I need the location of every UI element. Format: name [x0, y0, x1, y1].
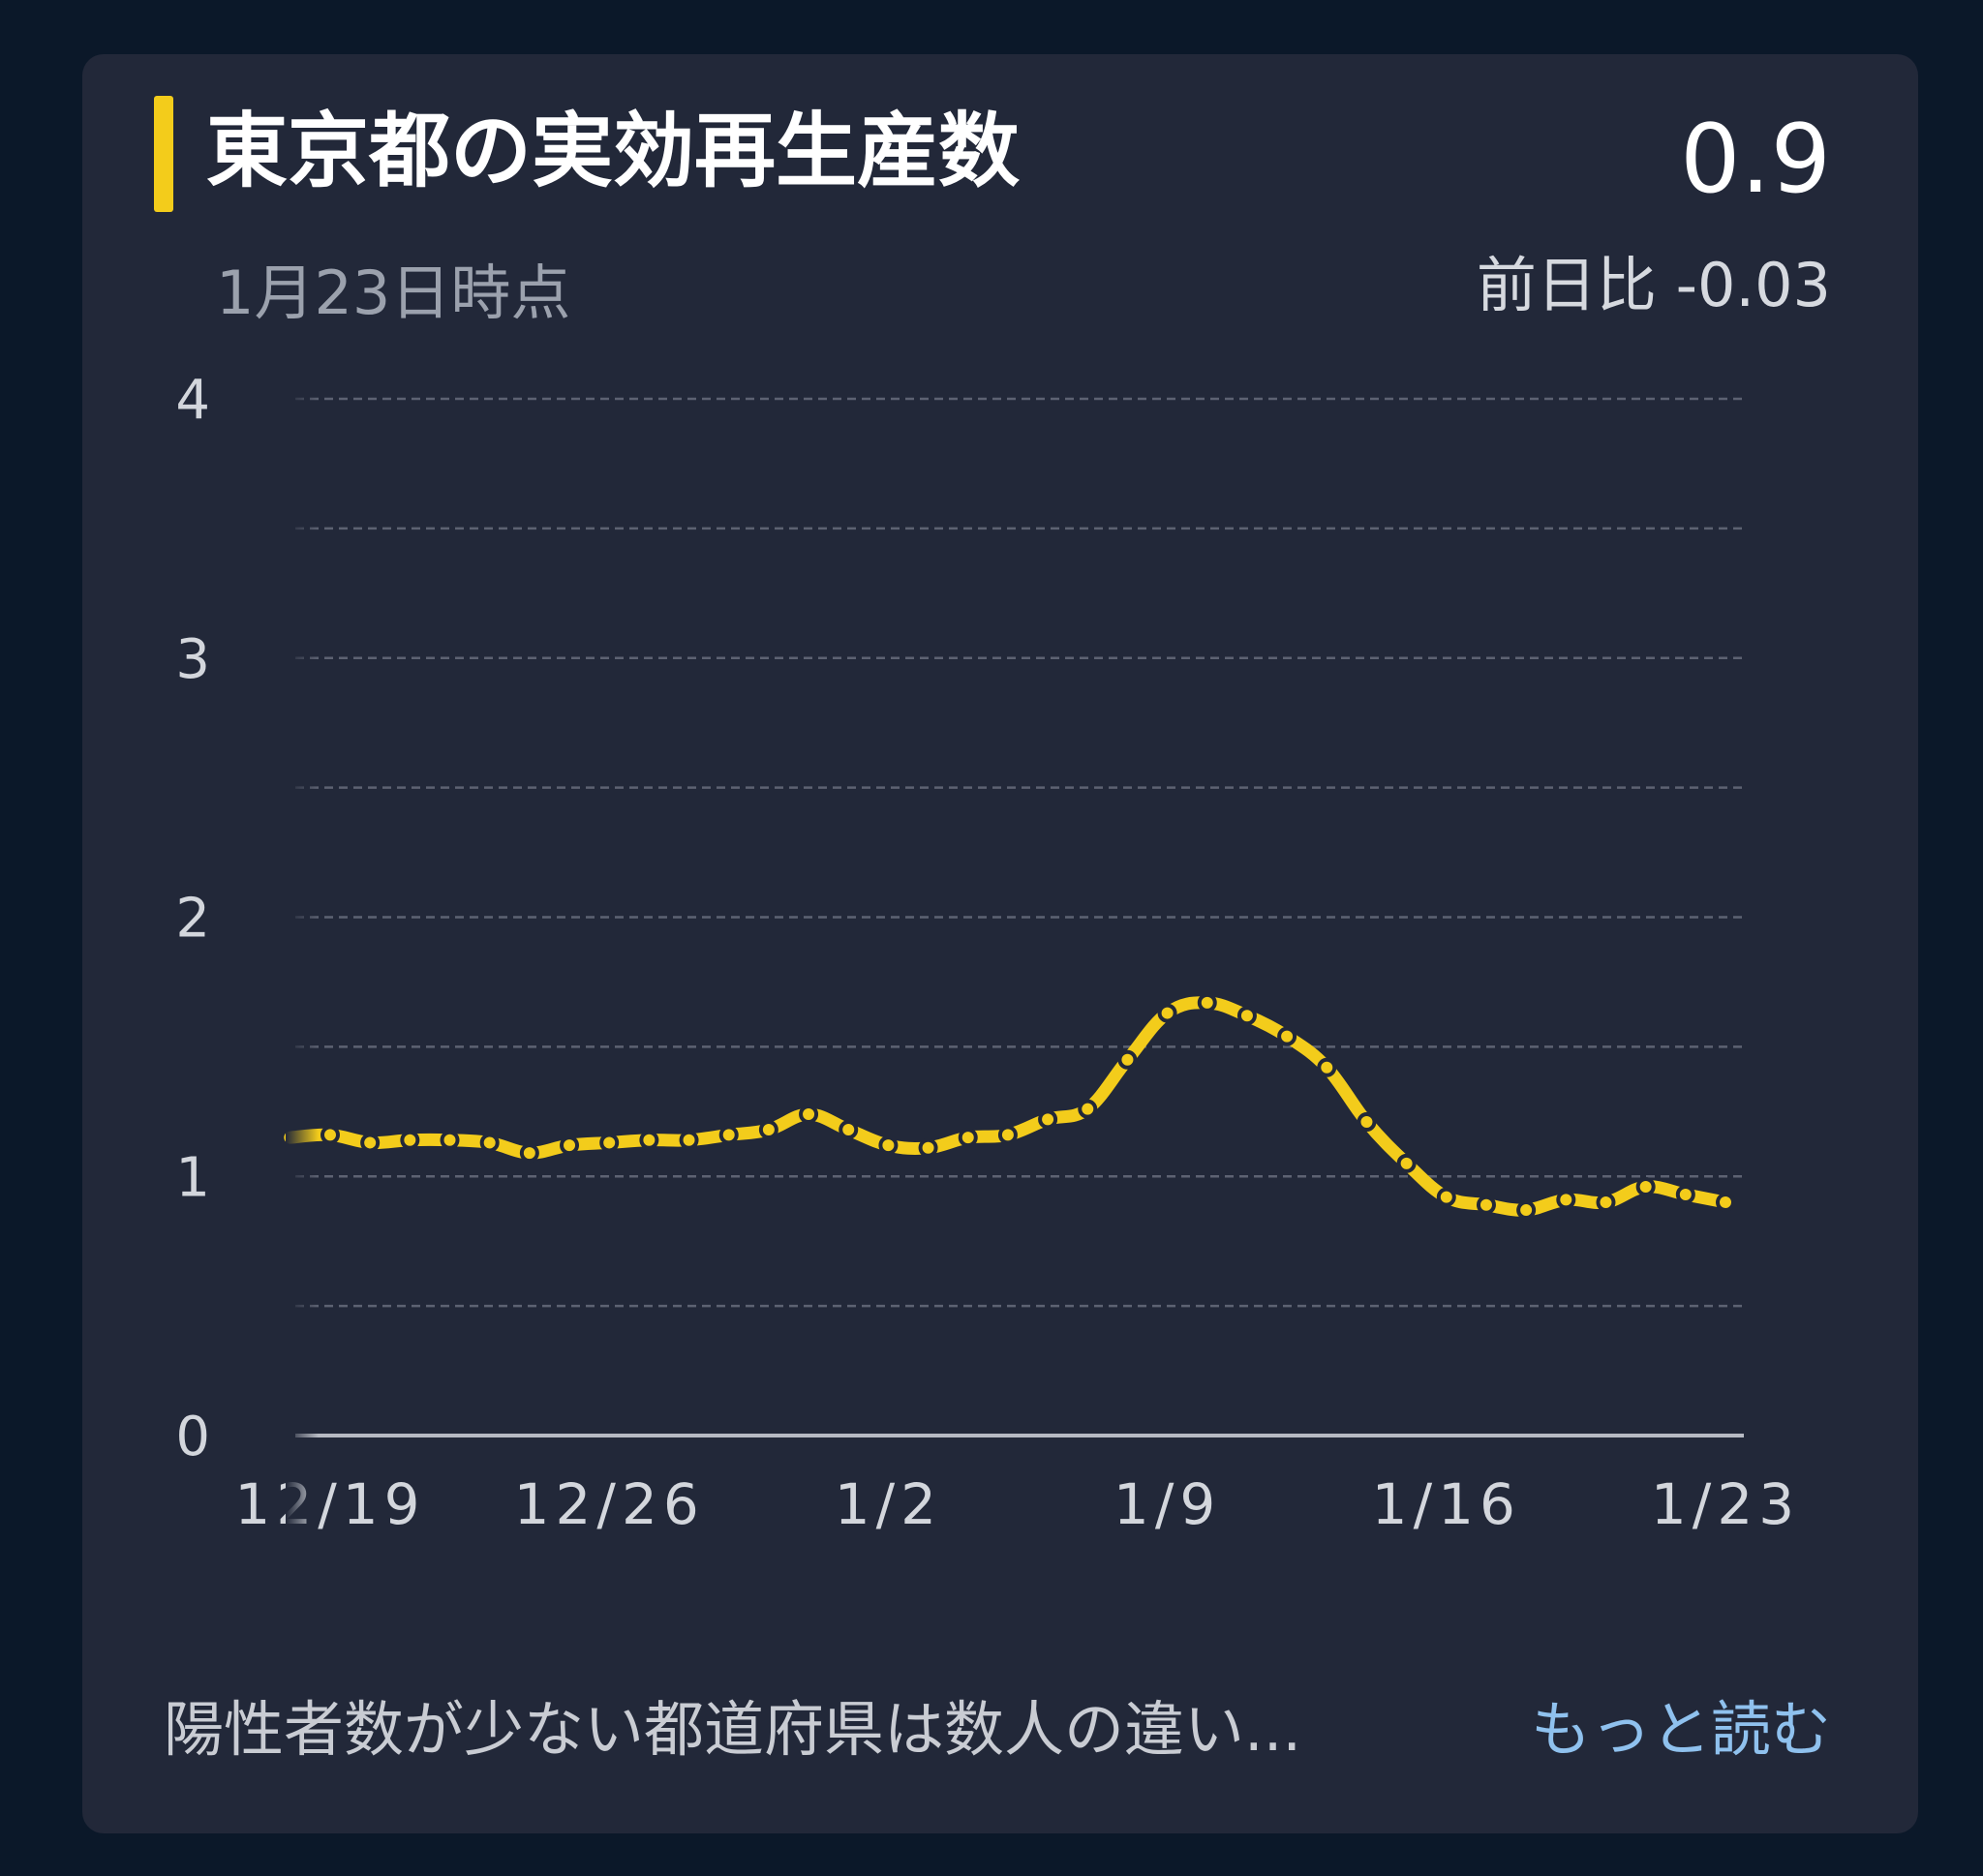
data-point [1197, 992, 1217, 1013]
data-point [1277, 1026, 1297, 1046]
as-of-date: 1月23日時点 [216, 257, 571, 328]
current-value: 0.9 [1680, 105, 1831, 215]
y-tick-label: 1 [175, 1146, 210, 1209]
y-tick-label: 3 [175, 628, 210, 691]
data-point [1436, 1187, 1456, 1207]
data-point [958, 1128, 978, 1148]
y-tick-label: 4 [175, 369, 210, 432]
data-point [918, 1137, 938, 1158]
read-more-link[interactable]: もっと読む [1530, 1694, 1831, 1765]
data-point [1476, 1195, 1496, 1215]
data-point [1038, 1109, 1058, 1130]
data-point [1117, 1049, 1138, 1070]
data-point [799, 1104, 819, 1124]
data-point [997, 1125, 1018, 1145]
data-point [1556, 1190, 1576, 1210]
data-point [440, 1130, 460, 1150]
card-title: 東京都の実効再生産数 [206, 104, 1021, 198]
data-point [1716, 1193, 1735, 1213]
data-point [1396, 1153, 1417, 1173]
data-point [1236, 1006, 1257, 1026]
description-text: 陽性者数が少ない都道府県は数人の違い... [164, 1694, 1302, 1765]
data-point [1596, 1193, 1616, 1213]
data-point [1516, 1200, 1537, 1221]
data-point [679, 1130, 699, 1150]
x-tick-label: 1/2 [835, 1471, 942, 1537]
x-tick-label: 1/23 [1651, 1471, 1800, 1537]
data-point [1157, 1003, 1177, 1023]
line-chart: 0 1 2 3 4 12/19 12/26 1/2 1/9 1/16 1/23 [175, 345, 1800, 1632]
data-point [400, 1130, 420, 1150]
x-tick-label: 12/26 [514, 1471, 705, 1537]
data-point [839, 1120, 859, 1140]
data-point [878, 1135, 899, 1156]
data-point [1675, 1184, 1695, 1204]
data-point [639, 1130, 659, 1150]
data-point [360, 1133, 381, 1153]
data-point [479, 1133, 500, 1153]
y-tick-label: 0 [175, 1406, 210, 1468]
day-over-day-change: 前日比 -0.03 [1476, 250, 1831, 320]
y-tick-label: 2 [175, 888, 210, 951]
data-point [1357, 1112, 1377, 1133]
x-tick-label: 1/9 [1114, 1471, 1221, 1537]
series-line [284, 996, 1732, 1217]
data-point [1078, 1099, 1098, 1119]
data-point [718, 1125, 739, 1145]
data-point [560, 1135, 580, 1156]
data-point [599, 1133, 620, 1153]
x-tick-label: 1/16 [1372, 1471, 1521, 1537]
chart-card: 東京都の実効再生産数 1月23日時点 0.9 前日比 -0.03 0 1 2 3 4 12… [82, 54, 1918, 1833]
data-point [1635, 1176, 1656, 1196]
x-tick-label: 12/19 [234, 1471, 425, 1537]
data-point [519, 1143, 539, 1164]
title-accent-bar [154, 96, 173, 212]
data-point [758, 1120, 778, 1140]
data-point [320, 1125, 340, 1145]
data-point [1317, 1057, 1337, 1077]
